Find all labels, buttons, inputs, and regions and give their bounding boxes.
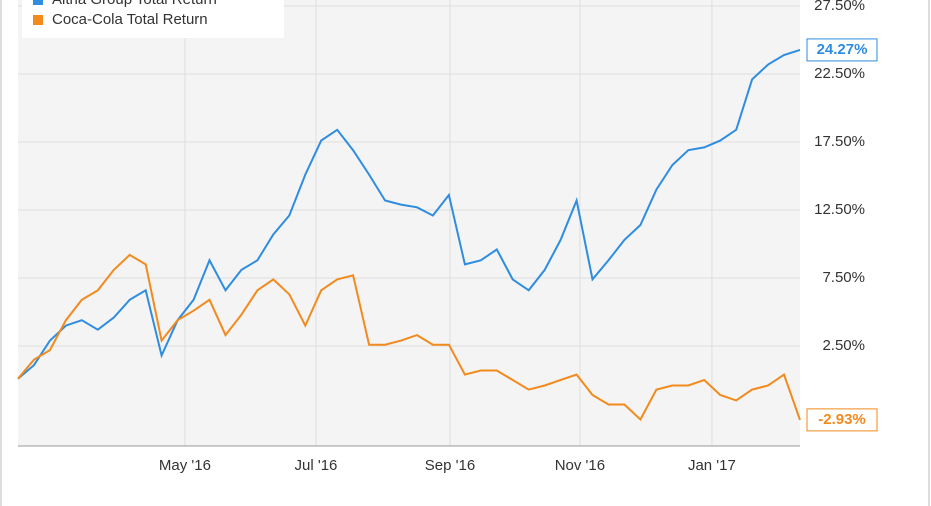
series-line	[17, 48, 801, 380]
x-tick-label: Jan '17	[688, 457, 736, 474]
y-tick-label: 7.50%	[822, 269, 865, 286]
end-label-text: -2.93%	[818, 411, 866, 428]
series-line	[17, 253, 801, 422]
y-tick-label: 27.50%	[814, 0, 865, 14]
y-tick-label: 22.50%	[814, 65, 865, 82]
y-tick-label: 12.50%	[814, 201, 865, 218]
x-tick-label: Nov '16	[555, 457, 605, 474]
y-tick-label: 17.50%	[814, 133, 865, 150]
legend-swatch	[33, 15, 43, 25]
legend-swatch	[33, 0, 43, 5]
end-label: -2.93%	[806, 408, 878, 432]
legend-label: Coca-Cola Total Return	[52, 11, 208, 28]
legend-box	[22, 0, 284, 38]
legend: Altria Group Total Return Coca-Cola Total…	[22, 0, 284, 38]
end-label: 24.27%	[806, 38, 878, 62]
end-label-box	[806, 38, 878, 62]
x-tick-label: Sep '16	[425, 457, 475, 474]
plot-background	[18, 0, 800, 446]
end-label-box	[806, 408, 878, 432]
legend-label: Altria Group Total Return	[52, 0, 217, 8]
x-tick-label: Jul '16	[295, 457, 338, 474]
y-tick-label: 2.50%	[822, 337, 865, 354]
x-tick-label: May '16	[159, 457, 211, 474]
end-label-text: 24.27%	[817, 41, 868, 58]
